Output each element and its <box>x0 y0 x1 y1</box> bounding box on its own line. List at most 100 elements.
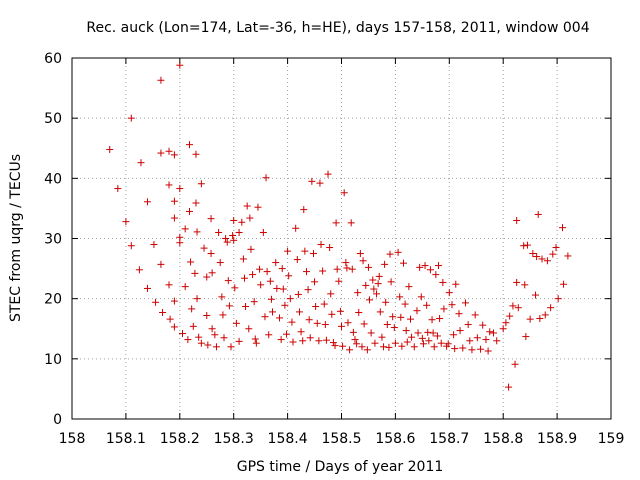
data-point <box>165 181 173 189</box>
data-point <box>520 242 528 250</box>
data-point <box>513 278 521 286</box>
data-point <box>471 311 479 319</box>
y-tick-label: 20 <box>44 292 62 308</box>
data-point <box>459 344 467 352</box>
data-point <box>468 346 476 354</box>
data-point <box>212 343 220 351</box>
data-point <box>192 199 200 207</box>
data-point <box>335 277 343 285</box>
data-point <box>416 263 424 271</box>
data-point <box>558 224 566 232</box>
data-point <box>231 284 239 292</box>
data-point <box>506 312 514 320</box>
data-point <box>380 343 388 351</box>
grid <box>72 58 611 419</box>
x-tick-label: 158.3 <box>214 431 254 447</box>
data-point <box>322 336 330 344</box>
data-point <box>284 247 292 255</box>
x-tick-label: 158.9 <box>537 431 577 447</box>
data-point <box>382 298 390 306</box>
x-tick-label: 159 <box>598 431 625 447</box>
data-point <box>170 297 178 305</box>
data-point <box>250 298 258 306</box>
data-point <box>408 333 416 341</box>
data-point <box>538 255 546 263</box>
data-point <box>239 255 247 263</box>
data-point <box>238 218 246 226</box>
data-point <box>309 250 317 258</box>
data-point <box>277 336 285 344</box>
data-point <box>452 280 460 288</box>
data-point <box>262 174 270 182</box>
data-point <box>193 295 201 303</box>
data-point <box>181 225 189 233</box>
data-point <box>272 259 280 267</box>
data-point <box>189 322 197 330</box>
data-point <box>203 273 211 281</box>
data-point <box>127 242 135 250</box>
data-point <box>219 311 227 319</box>
data-point <box>419 340 427 348</box>
data-point <box>159 309 167 317</box>
data-point <box>181 283 189 291</box>
data-point <box>166 315 174 323</box>
data-point <box>302 268 310 276</box>
data-point <box>306 334 314 342</box>
data-point <box>220 334 228 342</box>
x-tick-label: 158.4 <box>268 431 308 447</box>
data-point <box>308 177 316 185</box>
data-point <box>375 272 383 280</box>
data-point <box>356 250 364 258</box>
data-point <box>340 189 348 197</box>
data-point <box>399 259 407 267</box>
data-point <box>192 150 200 158</box>
data-point <box>355 309 363 317</box>
data-point <box>137 159 145 167</box>
data-point <box>369 276 377 284</box>
data-point <box>353 340 361 348</box>
data-point <box>283 330 291 338</box>
data-point <box>304 286 312 294</box>
data-point <box>450 331 458 339</box>
data-point <box>432 271 440 279</box>
data-point <box>176 239 184 247</box>
data-point <box>170 323 178 331</box>
data-point <box>311 278 319 286</box>
data-point <box>405 283 413 291</box>
data-point <box>157 149 165 157</box>
data-point <box>552 244 560 252</box>
data-point <box>484 347 492 355</box>
data-point <box>364 263 372 271</box>
plot-frame <box>71 57 612 420</box>
data-point <box>547 304 555 312</box>
data-point <box>279 285 287 293</box>
data-point <box>417 293 425 301</box>
data-point <box>534 210 542 218</box>
x-tick-label: 158 <box>59 431 86 447</box>
data-point <box>461 299 469 307</box>
data-point <box>313 319 321 327</box>
data-point <box>252 339 260 347</box>
data-point <box>428 316 436 324</box>
data-point <box>317 241 325 249</box>
data-point <box>331 342 339 350</box>
data-point <box>224 277 232 285</box>
data-point <box>170 197 178 205</box>
data-point <box>281 301 289 309</box>
chart-title: Rec. auck (Lon=174, Lat=-36, h=HE), days… <box>86 20 589 36</box>
data-point <box>543 257 551 265</box>
data-point <box>401 300 409 308</box>
data-point <box>195 333 203 341</box>
data-point <box>358 343 366 351</box>
data-point <box>339 342 347 350</box>
data-point <box>256 265 264 273</box>
data-point <box>316 179 324 187</box>
data-point <box>207 250 215 258</box>
data-point <box>429 329 437 337</box>
data-point <box>424 328 432 336</box>
data-point <box>229 231 237 239</box>
data-point <box>327 290 335 298</box>
data-point <box>299 337 307 345</box>
data-point <box>533 253 541 261</box>
